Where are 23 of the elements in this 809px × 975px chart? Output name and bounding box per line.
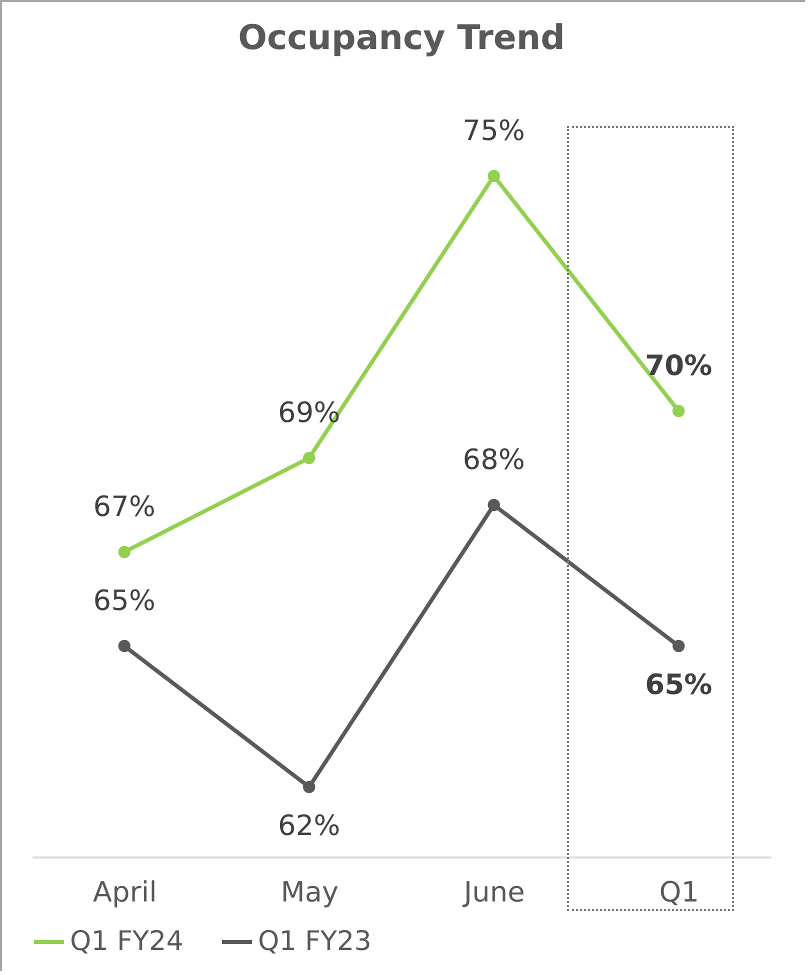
data-label: 65% bbox=[645, 668, 712, 701]
x-tick-label: June bbox=[462, 876, 525, 908]
data-label: 68% bbox=[462, 443, 525, 476]
point bbox=[672, 640, 685, 652]
point bbox=[672, 404, 685, 418]
point bbox=[303, 780, 316, 794]
data-label: 75% bbox=[462, 114, 525, 147]
data-label: 65% bbox=[93, 584, 156, 617]
data-label: 67% bbox=[93, 490, 156, 523]
point bbox=[303, 452, 316, 464]
point bbox=[118, 546, 130, 558]
x-tick-label: Q1 bbox=[659, 876, 700, 908]
point bbox=[118, 640, 130, 652]
point bbox=[488, 498, 500, 512]
legend-label: Q1 FY24 bbox=[70, 926, 184, 957]
data-label: 69% bbox=[278, 396, 340, 429]
data-label: 70% bbox=[645, 349, 712, 382]
x-tick-label: April bbox=[92, 876, 157, 908]
legend-label: Q1 FY23 bbox=[258, 926, 372, 957]
data-label: 62% bbox=[278, 809, 340, 842]
point bbox=[488, 170, 500, 182]
chart-title: Occupancy Trend bbox=[238, 18, 565, 58]
x-tick-label: May bbox=[280, 876, 339, 908]
